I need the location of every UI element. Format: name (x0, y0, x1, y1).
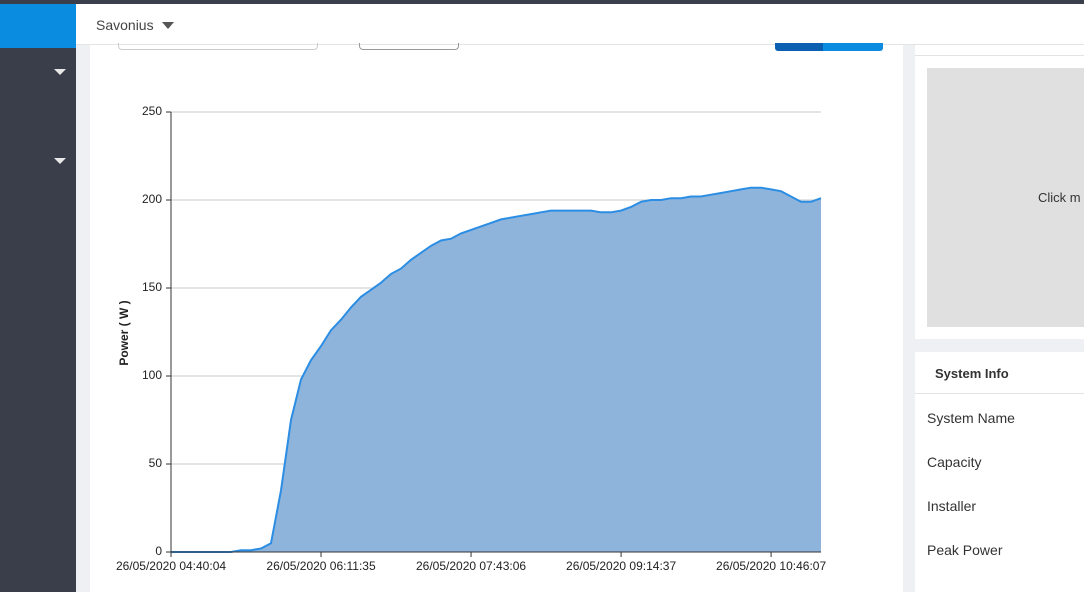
button[interactable] (823, 43, 883, 51)
top-strip (0, 0, 1084, 4)
caret[interactable] (162, 22, 174, 30)
header-bar: Savonius (76, 4, 1084, 45)
y-axis-label: Power ( W ) (117, 300, 131, 365)
area-fill (171, 187, 821, 552)
x-tick-label: 26/05/2020 07:43:06 (416, 559, 526, 573)
preview-box[interactable]: Click m (927, 68, 1084, 327)
preview-text: Click m (1038, 190, 1081, 205)
date-input[interactable] (118, 43, 318, 50)
info-row-label: Capacity (927, 454, 982, 470)
x-tick-label: 26/05/2020 10:46:07 (716, 559, 826, 573)
select-input[interactable] (359, 43, 459, 50)
y-tick-label: 150 (142, 280, 162, 294)
y-tick-label: 100 (142, 368, 162, 382)
site-select[interactable]: Savonius (96, 17, 154, 33)
caret[interactable] (53, 68, 67, 76)
x-tick-label: 26/05/2020 06:11:35 (266, 559, 376, 573)
system-info-title: System Info (915, 352, 1084, 394)
caret[interactable] (53, 157, 67, 165)
chart: Power ( W ) 0 50 100 150 200 250 26/05/2020 04… (116, 104, 827, 573)
x-tick-label: 26/05/2020 09:14:37 (566, 559, 676, 573)
divider (915, 45, 1084, 56)
system-info-panel: System Info System Name Capacity Installer… (915, 352, 1084, 592)
info-row-label: Peak Power (927, 542, 1003, 558)
y-tick-label: 250 (142, 104, 162, 118)
y-tick-label: 200 (142, 192, 162, 206)
info-row-label: Installer (927, 498, 977, 514)
info-row-label: System Name (927, 410, 1015, 426)
button[interactable] (775, 43, 823, 51)
sidebar (0, 4, 76, 592)
side-panel: Click m (915, 45, 1084, 339)
area-line (171, 186, 822, 553)
x-tick-label: 26/05/2020 04:40:04 (116, 559, 226, 573)
sidebar-logo[interactable] (0, 4, 76, 48)
y-tick-label: 0 (155, 544, 162, 558)
y-tick-label: 50 (149, 456, 163, 470)
